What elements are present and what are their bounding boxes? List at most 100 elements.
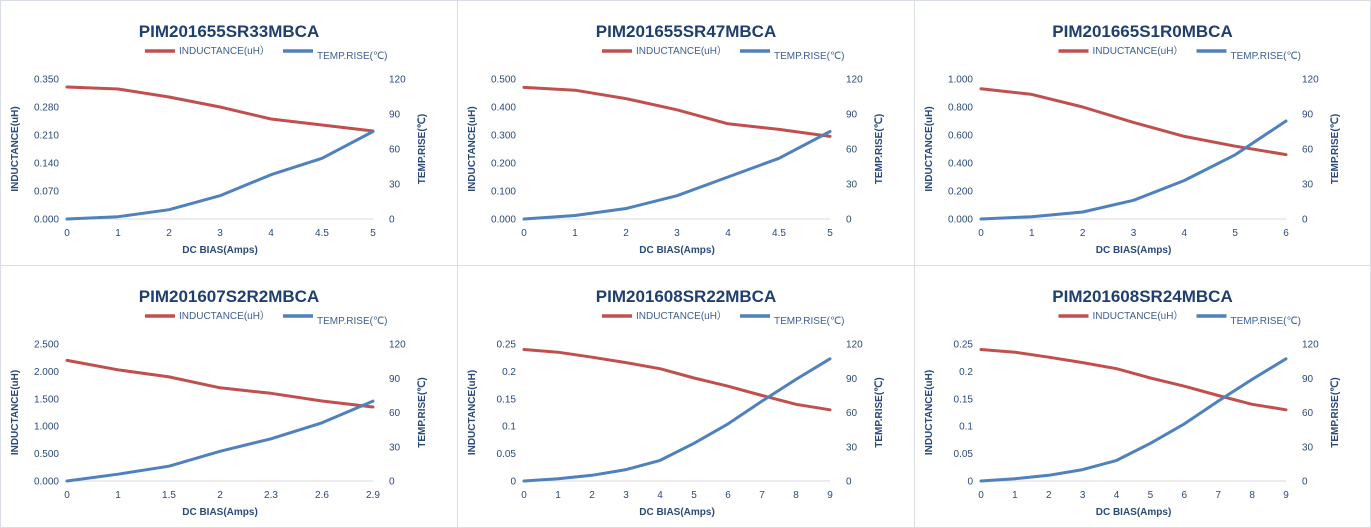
x-tick-label: 0 bbox=[521, 228, 527, 239]
y-tick-label: 0 bbox=[510, 477, 516, 488]
y-tick-label: 0.800 bbox=[948, 103, 973, 114]
x-tick-label: 7 bbox=[759, 490, 765, 501]
series-line-inductance bbox=[522, 85, 832, 138]
x-tick-label: 9 bbox=[1283, 490, 1289, 501]
y-tick-label: 0.100 bbox=[491, 187, 516, 198]
chart-panel-3: PIM201665S1R0MBCA INDUCTANCE(uH） TEMP.RISE… bbox=[914, 0, 1371, 266]
y2-tick-label: 120 bbox=[389, 340, 406, 351]
y-tick-label: 0.600 bbox=[948, 131, 973, 142]
x-tick-label: 1 bbox=[1029, 228, 1035, 239]
y-tick-label: 0.200 bbox=[948, 187, 973, 198]
chart-3: PIM201665S1R0MBCA INDUCTANCE(uH） TEMP.RISE… bbox=[924, 22, 1341, 256]
y2-tick-label: 120 bbox=[846, 340, 863, 351]
y2-tick-label: 30 bbox=[389, 442, 401, 453]
y2-tick-label: 120 bbox=[389, 75, 406, 86]
x-tick-label: 4 bbox=[1114, 490, 1120, 501]
y-tick-label: 0.500 bbox=[491, 75, 516, 86]
x-tick-label: 2 bbox=[1046, 490, 1052, 501]
legend-label-temp-rise: TEMP.RISE(℃) bbox=[1231, 316, 1302, 327]
y-tick-label: 0.1 bbox=[959, 422, 973, 433]
chart-title: PIM201608SR22MBCA bbox=[596, 287, 776, 306]
y-axis-title: INDUCTANCE(uH) bbox=[467, 370, 478, 455]
chart-title: PIM201665S1R0MBCA bbox=[1052, 22, 1232, 41]
y-tick-label: 0.350 bbox=[34, 75, 59, 86]
x-tick-label: 3 bbox=[1080, 490, 1086, 501]
y-tick-label: 0.2 bbox=[959, 367, 973, 378]
x-tick-label: 0 bbox=[978, 228, 984, 239]
y2-tick-label: 0 bbox=[846, 215, 852, 226]
y-tick-label: 0.15 bbox=[954, 394, 974, 405]
y2-tick-label: 30 bbox=[389, 180, 401, 191]
y-tick-label: 0.2 bbox=[502, 367, 516, 378]
y-tick-label: 0.05 bbox=[954, 449, 974, 460]
x-tick-label: 2.9 bbox=[366, 490, 380, 501]
y2-tick-label: 30 bbox=[1302, 442, 1314, 453]
y2-axis-title: TEMP.RISE(℃) bbox=[417, 377, 428, 448]
y2-tick-label: 120 bbox=[1302, 340, 1319, 351]
y-tick-label: 0 bbox=[967, 477, 973, 488]
y2-tick-label: 90 bbox=[846, 374, 858, 385]
y2-axis-title: TEMP.RISE(℃) bbox=[874, 377, 885, 448]
y2-axis-title: TEMP.RISE(℃) bbox=[1330, 114, 1341, 185]
y-tick-label: 0.300 bbox=[491, 131, 516, 142]
x-tick-label: 2.3 bbox=[264, 490, 278, 501]
x-tick-label: 4 bbox=[725, 228, 731, 239]
x-tick-label: 2 bbox=[166, 228, 172, 239]
x-axis-title: DC BIAS(Amps) bbox=[1096, 245, 1172, 256]
series-line-inductance bbox=[65, 85, 375, 133]
y2-tick-label: 60 bbox=[1302, 408, 1314, 419]
x-tick-label: 1 bbox=[115, 228, 121, 239]
x-tick-label: 1 bbox=[555, 490, 561, 501]
x-tick-label: 9 bbox=[827, 490, 833, 501]
series-line-temp-rise bbox=[979, 357, 1288, 483]
y2-axis-title: TEMP.RISE(℃) bbox=[1330, 377, 1341, 448]
y-axis-title: INDUCTANCE(uH) bbox=[924, 370, 935, 455]
series-line-inductance bbox=[522, 348, 832, 412]
y2-tick-label: 30 bbox=[846, 442, 858, 453]
legend-label-inductance: INDUCTANCE(uH） bbox=[1093, 45, 1184, 57]
y-tick-label: 0.000 bbox=[34, 477, 59, 488]
x-tick-label: 6 bbox=[1182, 490, 1188, 501]
x-tick-label: 6 bbox=[1283, 228, 1289, 239]
y-tick-label: 0.05 bbox=[497, 449, 517, 460]
y2-tick-label: 60 bbox=[846, 408, 858, 419]
y-tick-label: 0.280 bbox=[34, 103, 59, 114]
x-axis-title: DC BIAS(Amps) bbox=[639, 507, 715, 518]
y2-tick-label: 30 bbox=[1302, 180, 1314, 191]
y2-tick-label: 60 bbox=[389, 408, 401, 419]
x-tick-label: 5 bbox=[1232, 228, 1238, 239]
x-tick-label: 0 bbox=[64, 228, 70, 239]
x-tick-label: 4 bbox=[268, 228, 274, 239]
y2-tick-label: 60 bbox=[389, 145, 401, 156]
y-tick-label: 2.500 bbox=[34, 340, 59, 351]
y2-tick-label: 0 bbox=[1302, 215, 1308, 226]
legend-label-inductance: INDUCTANCE(uH） bbox=[1093, 310, 1184, 322]
y-axis-title: INDUCTANCE(uH) bbox=[924, 106, 935, 191]
series-line-temp-rise bbox=[522, 357, 832, 483]
y2-tick-label: 90 bbox=[389, 110, 401, 121]
x-tick-label: 2.6 bbox=[315, 490, 329, 501]
legend-label-temp-rise: TEMP.RISE(℃) bbox=[317, 51, 388, 62]
x-tick-label: 4 bbox=[1182, 228, 1188, 239]
series-line-temp-rise bbox=[979, 119, 1288, 221]
x-tick-label: 5 bbox=[1148, 490, 1154, 501]
y-tick-label: 0.1 bbox=[502, 422, 516, 433]
y-tick-label: 0.000 bbox=[34, 215, 59, 226]
y2-axis-title: TEMP.RISE(℃) bbox=[874, 114, 885, 185]
x-tick-label: 2 bbox=[1080, 228, 1086, 239]
series-line-inductance bbox=[65, 358, 375, 409]
x-axis-title: DC BIAS(Amps) bbox=[182, 507, 258, 518]
x-tick-label: 7 bbox=[1215, 490, 1221, 501]
y-axis-title: INDUCTANCE(uH) bbox=[10, 106, 21, 191]
x-tick-label: 4.5 bbox=[315, 228, 329, 239]
x-tick-label: 4.5 bbox=[772, 228, 786, 239]
series-line-inductance bbox=[979, 87, 1288, 157]
chart-5: PIM201608SR22MBCA INDUCTANCE(uH） TEMP.RISE… bbox=[467, 287, 885, 518]
y-tick-label: 0.200 bbox=[491, 159, 516, 170]
x-tick-label: 2 bbox=[589, 490, 595, 501]
legend-label-inductance: INDUCTANCE(uH） bbox=[179, 310, 270, 322]
y2-tick-label: 0 bbox=[389, 477, 395, 488]
legend-label-temp-rise: TEMP.RISE(℃) bbox=[774, 316, 845, 327]
legend-label-temp-rise: TEMP.RISE(℃) bbox=[317, 316, 388, 327]
